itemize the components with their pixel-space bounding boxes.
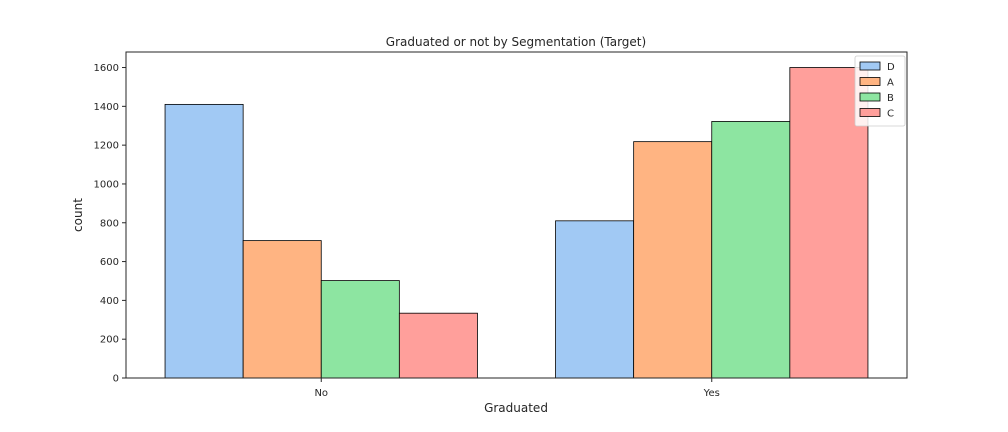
legend-swatch-c bbox=[859, 108, 881, 117]
bar-a-no bbox=[242, 240, 322, 379]
bars-layer bbox=[164, 67, 869, 379]
legend-swatch-b bbox=[859, 92, 881, 102]
y-tick-label: 0 bbox=[113, 374, 119, 385]
plot-frame bbox=[125, 51, 908, 379]
bar-b-yes bbox=[711, 121, 791, 379]
y-tick-label: 800 bbox=[100, 218, 119, 229]
x-axis-label: Graduated bbox=[484, 401, 548, 415]
bar-d-no bbox=[164, 103, 244, 379]
y-tick-label: 1000 bbox=[94, 179, 119, 190]
chart-title: Graduated or not by Segmentation (Target… bbox=[386, 35, 646, 49]
bar-b-no bbox=[320, 280, 400, 379]
legend-label-a: A bbox=[887, 78, 894, 89]
legend-label-d: D bbox=[887, 62, 895, 73]
x-tick-label: Yes bbox=[703, 388, 720, 399]
legend-swatch-a bbox=[859, 77, 881, 86]
x-tick-label: No bbox=[314, 388, 328, 399]
bar-c-no bbox=[398, 312, 478, 379]
ticks-layer: No Yes 0 200 400 600 800 1000 1200 1400 1600 bbox=[94, 63, 720, 399]
y-tick-label: 600 bbox=[100, 257, 119, 268]
y-tick-label: 1400 bbox=[94, 102, 119, 113]
y-tick-label: 1200 bbox=[94, 141, 119, 152]
y-axis-label: count bbox=[71, 198, 85, 232]
y-tick-label: 200 bbox=[100, 335, 119, 346]
bar-a-yes bbox=[633, 141, 713, 379]
y-tick-label: 400 bbox=[100, 296, 119, 307]
legend-label-c: C bbox=[887, 109, 894, 120]
legend-swatch-d bbox=[859, 61, 881, 71]
y-tick-label: 1600 bbox=[94, 63, 119, 74]
legend-label-b: B bbox=[887, 93, 894, 104]
bar-d-yes bbox=[555, 220, 635, 379]
